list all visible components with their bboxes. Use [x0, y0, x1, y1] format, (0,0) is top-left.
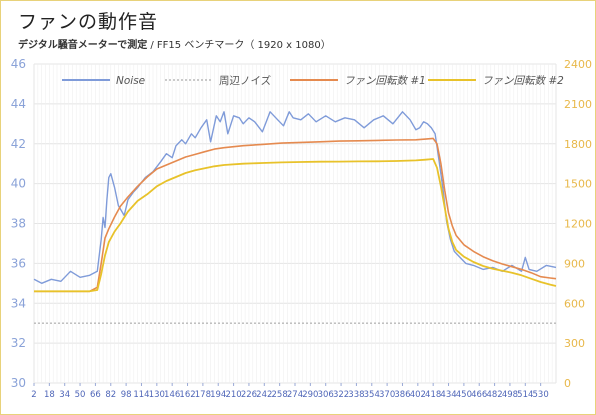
x-tick-label: 290	[302, 390, 318, 400]
right-y-tick-label: 300	[564, 337, 585, 350]
x-tick-label: 322	[333, 390, 349, 400]
left-y-tick-label: 42	[11, 137, 26, 151]
legend-label: ファン回転数 #2	[482, 75, 564, 87]
fan1-line	[34, 137, 557, 293]
x-axis-labels: 2 18 34 50 66 82 98 114 130 146 162 178 194 210 226 242…	[31, 383, 549, 400]
x-tick-label: 274	[287, 390, 303, 400]
right-y-tick-label: 0	[564, 377, 571, 390]
left-y-tick-label: 38	[11, 217, 26, 231]
x-tick-label: 98	[121, 390, 132, 400]
x-tick-label: 242	[256, 390, 272, 400]
legend-label: ファン回転数 #1	[344, 75, 426, 87]
x-tick-label: 194	[210, 390, 226, 400]
x-tick-label: 306	[318, 390, 334, 400]
left-y-tick-label: 32	[11, 336, 26, 350]
x-tick-label: 210	[225, 390, 241, 400]
x-tick-label: 82	[105, 390, 116, 400]
right-y-tick-label: 1500	[564, 178, 592, 191]
legend-label: Noise	[116, 75, 145, 87]
left-y-tick-label: 44	[11, 97, 26, 111]
x-tick-label: 162	[179, 390, 195, 400]
right-y-tick-label: 1800	[564, 138, 592, 151]
x-tick-label: 386	[394, 390, 410, 400]
x-tick-label: 66	[90, 390, 101, 400]
left-y-tick-label: 46	[11, 57, 26, 71]
left-y-tick-label: 34	[11, 296, 26, 310]
x-tick-label: 18	[44, 390, 55, 400]
x-tick-label: 482	[486, 390, 502, 400]
x-tick-label: 402	[410, 390, 426, 400]
grid-lines	[33, 63, 557, 384]
x-tick-label: 34	[59, 390, 70, 400]
legend: Noise 周辺ノイズ ファン回転数 #1 ファン回転数 #2	[62, 74, 564, 87]
fan2-line	[34, 158, 557, 293]
x-tick-label: 530	[533, 390, 549, 400]
right-y-tick-label: 2400	[564, 58, 592, 71]
x-tick-label: 434	[440, 390, 456, 400]
left-y-axis-labels: 30 32 34 36 38 40 42 44 46	[11, 57, 26, 390]
subtitle-method: デジタル騒音メーターで測定	[18, 40, 148, 51]
x-tick-label: 418	[425, 390, 441, 400]
x-tick-label: 338	[348, 390, 364, 400]
x-tick-label: 370	[379, 390, 395, 400]
x-tick-label: 498	[502, 390, 518, 400]
x-tick-label: 258	[272, 390, 288, 400]
right-y-tick-label: 600	[564, 297, 585, 310]
x-tick-label: 50	[75, 390, 86, 400]
right-y-tick-label: 1200	[564, 218, 592, 231]
left-y-tick-label: 36	[11, 256, 26, 270]
subtitle-detail: / FF15 ベンチマーク（ 1920 x 1080）	[147, 40, 331, 51]
x-tick-label: 514	[517, 390, 533, 400]
x-tick-label: 2	[31, 390, 36, 400]
x-tick-label: 354	[364, 390, 380, 400]
x-tick-label: 146	[164, 390, 180, 400]
left-y-tick-label: 40	[11, 177, 26, 191]
x-tick-label: 130	[149, 390, 165, 400]
legend-label: 周辺ノイズ	[219, 74, 271, 87]
chart-subtitle: デジタル騒音メーターで測定 / FF15 ベンチマーク（ 1920 x 1080…	[18, 36, 331, 51]
series-lines	[33, 111, 557, 324]
right-y-axis-labels: 0 300 600 900 1200 1500 1800 2100 2400	[564, 58, 592, 390]
x-tick-label: 178	[195, 390, 211, 400]
x-tick-label: 114	[133, 390, 149, 400]
x-tick-label: 450	[456, 390, 472, 400]
left-y-tick-label: 30	[11, 376, 26, 390]
x-tick-label: 226	[241, 390, 257, 400]
noise-line	[33, 111, 557, 284]
right-y-tick-label: 2100	[564, 98, 592, 111]
right-y-tick-label: 900	[564, 257, 585, 270]
chart-title: ファンの動作音	[18, 11, 159, 33]
x-tick-label: 466	[471, 390, 487, 400]
